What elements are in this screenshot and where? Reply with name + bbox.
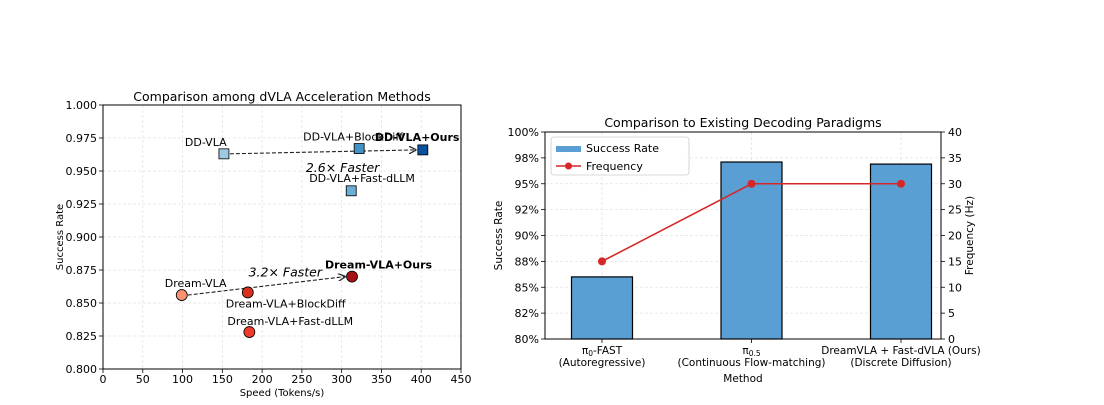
legend-box xyxy=(550,136,690,176)
x-tick-label: 100 xyxy=(172,373,193,386)
y-tick-label: 0.950 xyxy=(66,165,98,178)
x-category-sublabel: (Discrete Diffusion) xyxy=(850,357,951,369)
y-tick-label: 0.875 xyxy=(66,264,98,277)
point-label: Dream-VLA xyxy=(165,277,227,290)
x-category-label: π0.5 xyxy=(742,345,760,358)
point-marker xyxy=(218,148,230,160)
y2-tick-label: 40 xyxy=(948,126,962,139)
y2-tick-label: 5 xyxy=(948,307,955,320)
point-label: DD-VLA+Ours xyxy=(375,131,460,144)
point-marker xyxy=(353,143,365,154)
x-tick-label: 250 xyxy=(291,373,312,386)
y2-tick-label: 35 xyxy=(948,152,962,165)
x-category-sublabel: (Continuous Flow-matching) xyxy=(677,357,825,369)
chart2-title: Comparison to Existing Decoding Paradigm… xyxy=(604,115,881,130)
speedup-label-ddvla: 2.6× Faster xyxy=(306,160,380,175)
point-marker xyxy=(417,144,429,156)
x-tick-label: 350 xyxy=(371,373,392,386)
x-category-sublabel: (Autoregressive) xyxy=(559,357,646,369)
legend-swatch-success-rate xyxy=(556,146,581,152)
point-label: DD-VLA+BlockDiff xyxy=(303,131,403,144)
point-marker xyxy=(241,286,254,299)
point-frequency xyxy=(747,179,756,188)
y2-tick-label: 15 xyxy=(948,255,962,268)
y2-tick-label: 0 xyxy=(948,333,955,346)
bar-success-rate xyxy=(869,163,933,340)
bar-success-rate xyxy=(720,161,783,340)
point-marker xyxy=(175,289,188,301)
legend-label-frequency: Frequency xyxy=(586,160,643,173)
chart2-y-axis-label: Success Rate xyxy=(493,201,505,271)
y-tick-label: 98% xyxy=(515,152,539,165)
point-label: DD-VLA+Fast-dLLM xyxy=(309,172,415,185)
y-tick-label: 0.850 xyxy=(66,297,98,310)
y-tick-label: 82% xyxy=(515,307,539,320)
y-tick-label: 1.000 xyxy=(66,99,98,112)
y-tick-label: 95% xyxy=(515,178,539,191)
speedup-arrow xyxy=(229,150,416,155)
x-category-label: π0-FAST xyxy=(582,345,623,358)
point-label: DD-VLA xyxy=(185,136,227,149)
speedup-arrow xyxy=(187,277,345,296)
y-tick-label: 0.900 xyxy=(66,231,98,244)
point-frequency xyxy=(897,179,905,188)
x-tick-label: 450 xyxy=(451,373,472,386)
y-tick-label: 0.925 xyxy=(66,198,98,211)
y-tick-label: 0.825 xyxy=(66,330,98,343)
y-tick-label: 92% xyxy=(515,204,539,217)
point-marker xyxy=(243,326,256,338)
y-tick-label: 80% xyxy=(515,333,539,346)
chart1-x-axis-label: Speed (Tokens/s) xyxy=(240,388,325,399)
y2-tick-label: 10 xyxy=(948,281,962,294)
point-label: Dream-VLA+Ours xyxy=(325,259,433,272)
point-label: Dream-VLA+Fast-dLLM xyxy=(227,315,353,328)
point-marker xyxy=(346,270,358,283)
chart1-title: Comparison among dVLA Acceleration Metho… xyxy=(133,89,430,104)
point-marker xyxy=(345,185,357,197)
legend-marker-frequency xyxy=(565,162,572,170)
x-category-label: DreamVLA + Fast-dVLA (Ours) xyxy=(821,345,980,357)
x-tick-label: 300 xyxy=(331,373,352,386)
y-tick-label: 85% xyxy=(515,281,539,294)
chart2-x-axis-label: Method xyxy=(723,373,762,385)
x-tick-label: 200 xyxy=(252,373,273,386)
chart2-y2-axis-label: Frequency (Hz) xyxy=(964,196,976,275)
x-tick-label: 400 xyxy=(411,373,432,386)
y-tick-label: 88% xyxy=(515,255,539,268)
y2-tick-label: 25 xyxy=(948,204,962,217)
x-tick-label: 50 xyxy=(136,373,150,386)
legend-label-success-rate: Success Rate xyxy=(586,142,659,155)
y-tick-label: 90% xyxy=(515,230,539,243)
point-frequency xyxy=(598,257,606,266)
x-tick-label: 0 xyxy=(100,373,107,386)
y-tick-label: 0.975 xyxy=(66,132,98,145)
speedup-label-dreamvla: 3.2× Faster xyxy=(249,264,323,279)
y-tick-label: 0.800 xyxy=(66,363,98,376)
y2-tick-label: 20 xyxy=(948,230,962,243)
point-label: Dream-VLA+BlockDiff xyxy=(226,297,346,310)
y2-tick-label: 30 xyxy=(948,178,962,191)
bar-success-rate xyxy=(570,276,634,340)
chart1-y-axis-label: Success Rate xyxy=(55,204,66,270)
x-tick-label: 150 xyxy=(212,373,233,386)
y-tick-label: 100% xyxy=(508,126,539,139)
